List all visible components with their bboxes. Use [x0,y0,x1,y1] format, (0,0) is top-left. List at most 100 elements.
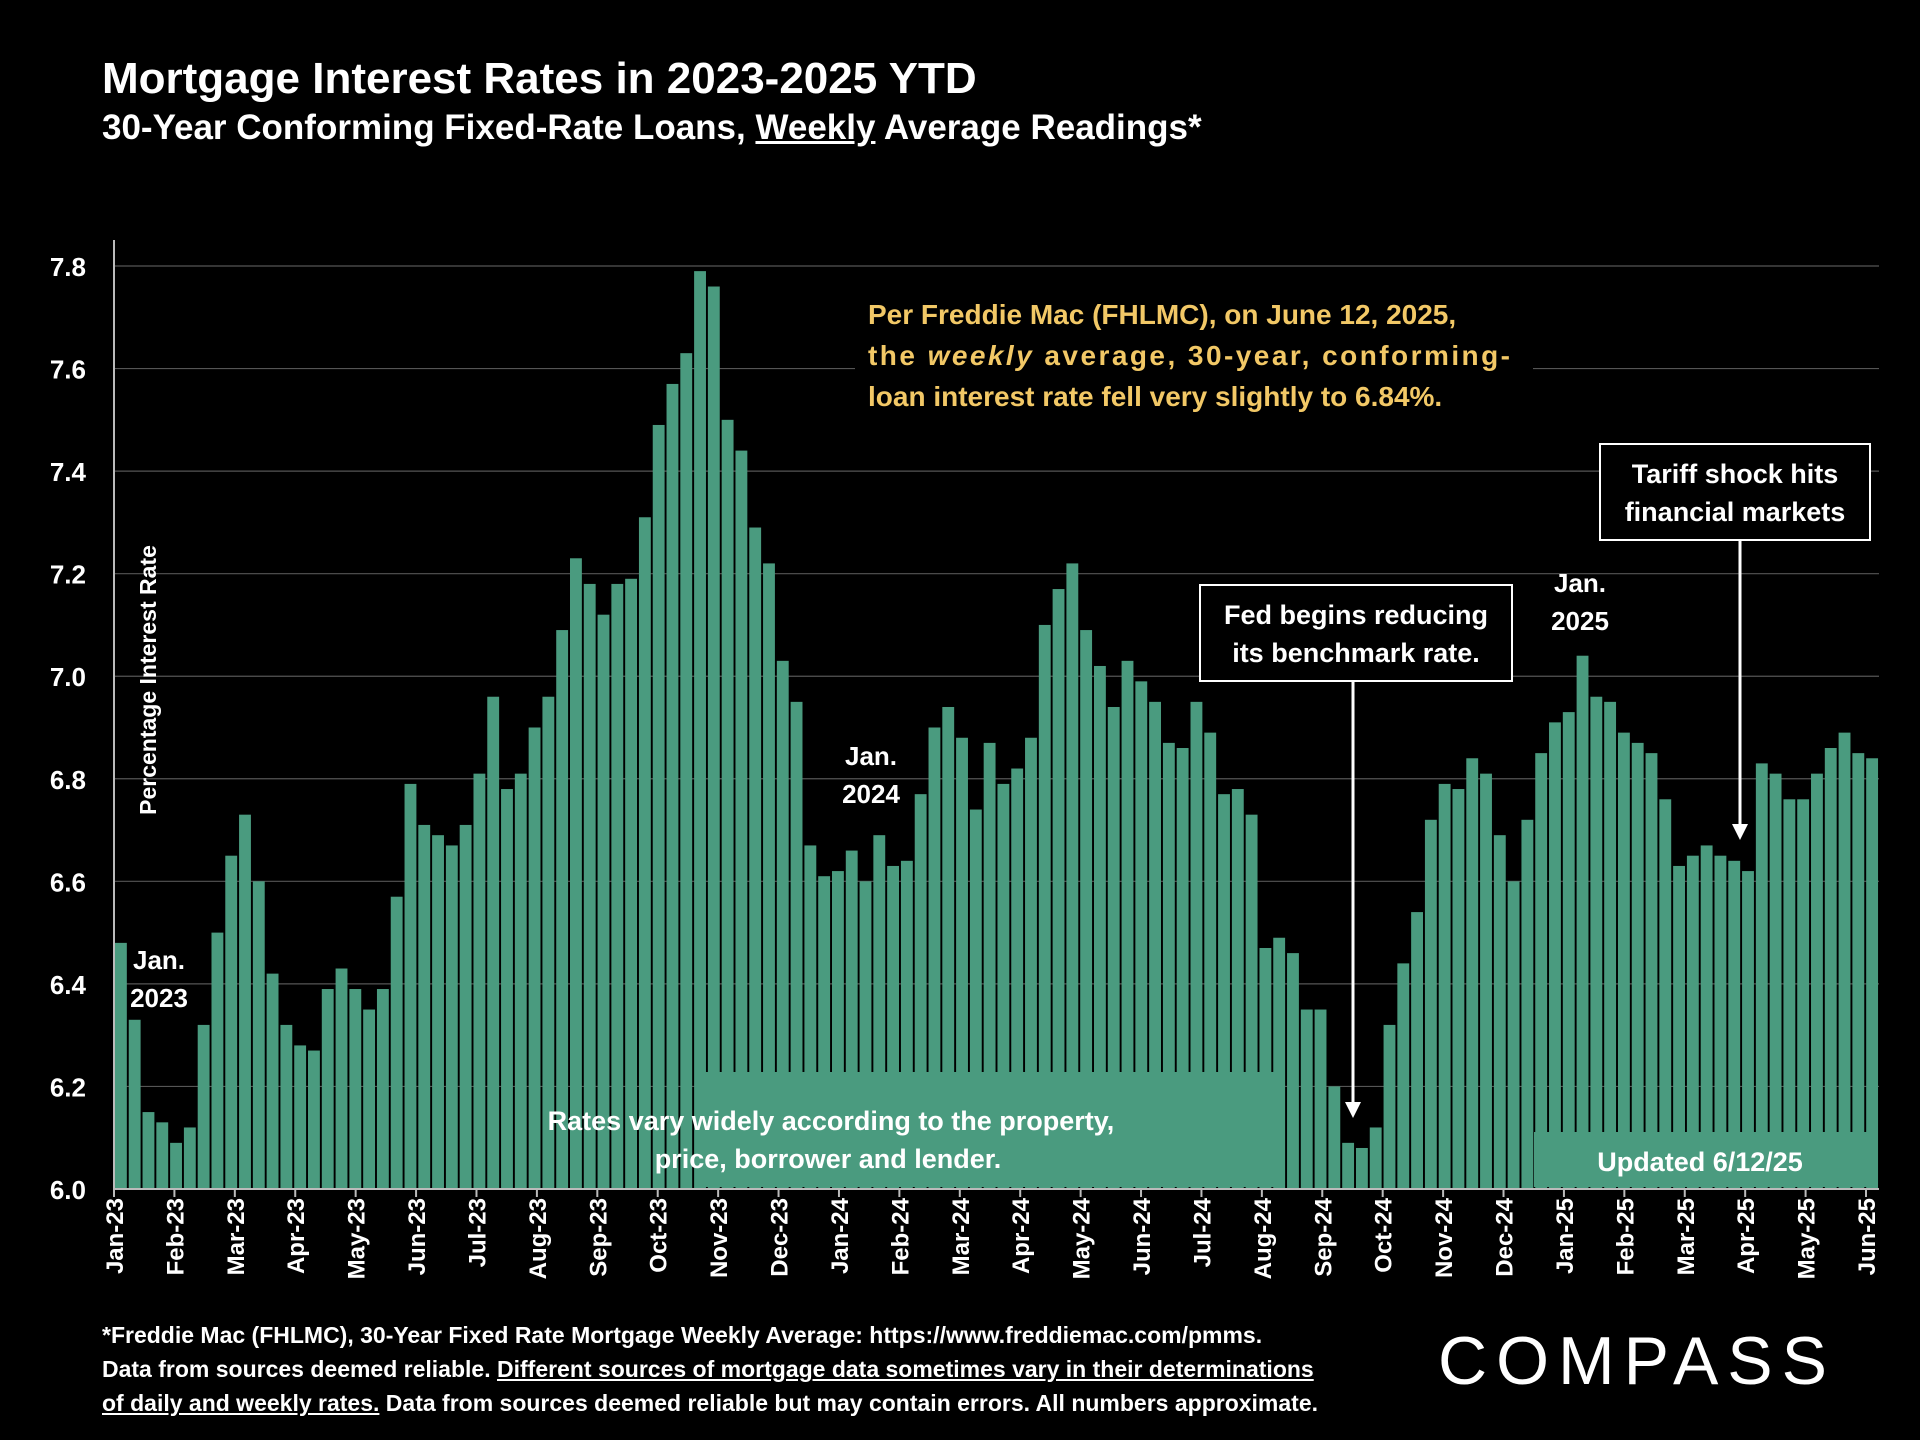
bar [1645,753,1658,1189]
bar [1411,912,1423,1189]
bar [556,630,569,1189]
bar [997,783,1010,1189]
bar [1397,963,1410,1189]
bar [638,517,651,1189]
bar [1852,753,1865,1189]
bar [1038,624,1051,1189]
bar [583,583,596,1189]
x-tick-label: Mar-24 [948,1197,975,1275]
bar [514,773,527,1189]
bar [280,1024,293,1189]
y-tick-label: 7.6 [50,355,86,385]
bar [887,865,900,1189]
fed-callout-line2: its benchmark rate. [1232,638,1480,668]
bar [321,989,334,1189]
bar [1328,1086,1341,1189]
bar [983,742,996,1189]
bar [680,353,693,1189]
subtitle-weekly: Weekly [755,108,876,147]
x-tick-label: Apr-23 [283,1198,310,1274]
chart-subtitle: 30-Year Conforming Fixed-Rate Loans, Wee… [102,108,1202,148]
y-axis-label: Percentage Interest Rate [135,545,161,815]
bar [1231,789,1244,1189]
bar [542,696,555,1189]
bar [211,932,224,1189]
bar [1673,865,1685,1189]
bar [873,835,886,1189]
x-tick-label: May-23 [344,1198,371,1279]
bar [294,1045,307,1189]
freddie-note-line1: Per Freddie Mac (FHLMC), on June 12, 202… [868,299,1456,330]
bar [763,563,775,1189]
y-tick-label: 7.0 [50,662,86,692]
jan-2024-label-line2: 2024 [842,779,900,809]
bar [1273,937,1286,1189]
bar [1769,773,1782,1189]
tariff-callout-box [1599,443,1871,541]
bar [1783,799,1796,1189]
freddie-note-bg [855,285,1533,425]
bar [1314,1009,1327,1189]
bar [1824,748,1837,1189]
bar [611,583,624,1189]
y-tick-label: 6.8 [50,765,86,795]
bar [1342,1142,1355,1189]
bar [790,701,803,1189]
compass-logo: COMPASS [1438,1323,1837,1399]
x-tick-label: Jul-23 [465,1198,492,1267]
bar [942,706,955,1189]
bar [1604,701,1617,1189]
x-tick-label: Jun-24 [1129,1197,1156,1275]
bar [956,737,968,1189]
axes [113,240,1879,1190]
bar [1617,732,1630,1189]
footnote-line3: of daily and weekly rates. Data from sou… [102,1390,1319,1416]
bar [845,850,858,1189]
bar [914,794,927,1189]
vary-note-bg [703,1072,1279,1187]
bar [1452,789,1465,1189]
bar [1383,1024,1396,1189]
x-tick-label: May-24 [1069,1197,1096,1279]
bar [1245,814,1258,1189]
bar [1562,712,1575,1189]
bar [1149,701,1161,1189]
bar [1355,1147,1368,1189]
bar [666,383,679,1189]
subtitle-pre: 30-Year Conforming Fixed-Rate Loans, [102,108,756,147]
x-tick-label: Dec-24 [1492,1197,1519,1276]
y-tick-label: 6.2 [50,1072,86,1102]
bar [1507,881,1520,1189]
bar [969,809,982,1189]
y-tick-label: 6.0 [50,1175,86,1205]
bar [900,860,913,1189]
y-tick-label: 7.2 [50,560,86,590]
bar [1093,665,1106,1189]
x-tick-label: Feb-24 [887,1197,914,1275]
bar [308,1050,320,1189]
bar [818,876,831,1189]
footnote-line1: *Freddie Mac (FHLMC), 30-Year Fixed Rate… [102,1322,1263,1348]
bar-series [114,271,1879,1190]
bar [928,727,941,1189]
bar [1287,953,1299,1189]
footnote: *Freddie Mac (FHLMC), 30-Year Fixed Rate… [102,1318,1412,1420]
bar [445,845,458,1189]
tariff-arrow-head [1732,824,1748,840]
bar [804,845,817,1189]
bar [721,419,734,1190]
bar [142,1112,155,1189]
tariff-callout: Tariff shock hits financial markets [1599,443,1871,840]
bar [1838,732,1851,1189]
bar [1549,722,1561,1189]
tariff-callout-line1: Tariff shock hits [1632,459,1839,489]
bar [1218,794,1230,1189]
freddie-mac-note: Per Freddie Mac (FHLMC), on June 12, 202… [855,285,1533,425]
bar [1052,589,1065,1189]
x-tick-label: Jan-24 [827,1197,854,1274]
x-tick-label: Mar-25 [1673,1198,1700,1275]
bar [1742,871,1754,1189]
bar [1728,860,1741,1189]
bar [749,527,762,1189]
